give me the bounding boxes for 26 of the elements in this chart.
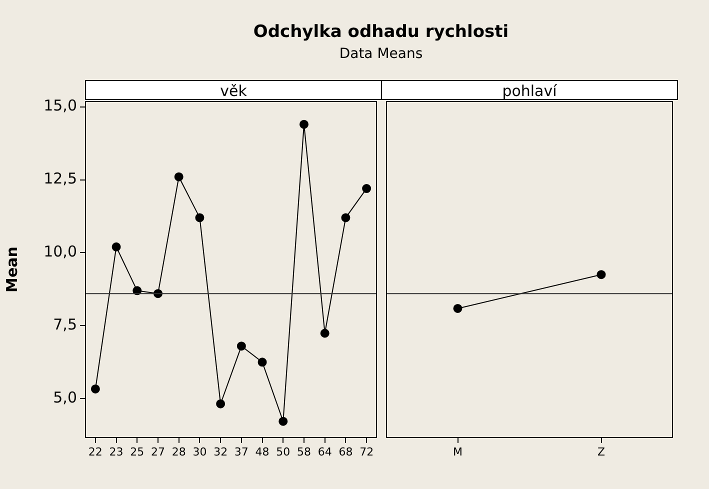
x-tick-label: 22 xyxy=(88,445,102,458)
x-tick-label: 30 xyxy=(192,445,207,458)
x-tick-label: 48 xyxy=(255,445,270,458)
x-tick-label: 25 xyxy=(130,445,144,458)
x-tick-label: 37 xyxy=(234,445,248,458)
y-tick-label: 7,5 xyxy=(53,316,77,334)
y-tick-label: 5,0 xyxy=(53,388,77,406)
x-tick-label: 32 xyxy=(214,445,228,458)
y-axis-title: Mean xyxy=(2,246,21,292)
y-tick-label: 10,0 xyxy=(44,242,77,261)
text: věk xyxy=(85,80,382,100)
x-tick-label: 64 xyxy=(318,445,332,458)
y-tick-label: 12,5 xyxy=(44,170,77,188)
x-tick-label: 27 xyxy=(151,445,165,458)
x-tick-label: 50 xyxy=(276,445,290,458)
x-tick-label: Z xyxy=(597,445,606,458)
text: pohlaví xyxy=(381,80,678,100)
x-tick-label: M xyxy=(453,445,462,458)
y-tick-label: 15,0 xyxy=(44,96,77,115)
x-tick-label: 58 xyxy=(297,445,311,458)
x-tick-label: 68 xyxy=(338,445,353,458)
x-tick-label: 28 xyxy=(172,445,186,458)
chart-subtitle: Data Means xyxy=(338,46,424,62)
x-tick-label: 23 xyxy=(109,445,124,458)
x-tick-label: 72 xyxy=(360,445,374,458)
chart-title: Odchylka odhadu rychlosti xyxy=(252,22,510,42)
